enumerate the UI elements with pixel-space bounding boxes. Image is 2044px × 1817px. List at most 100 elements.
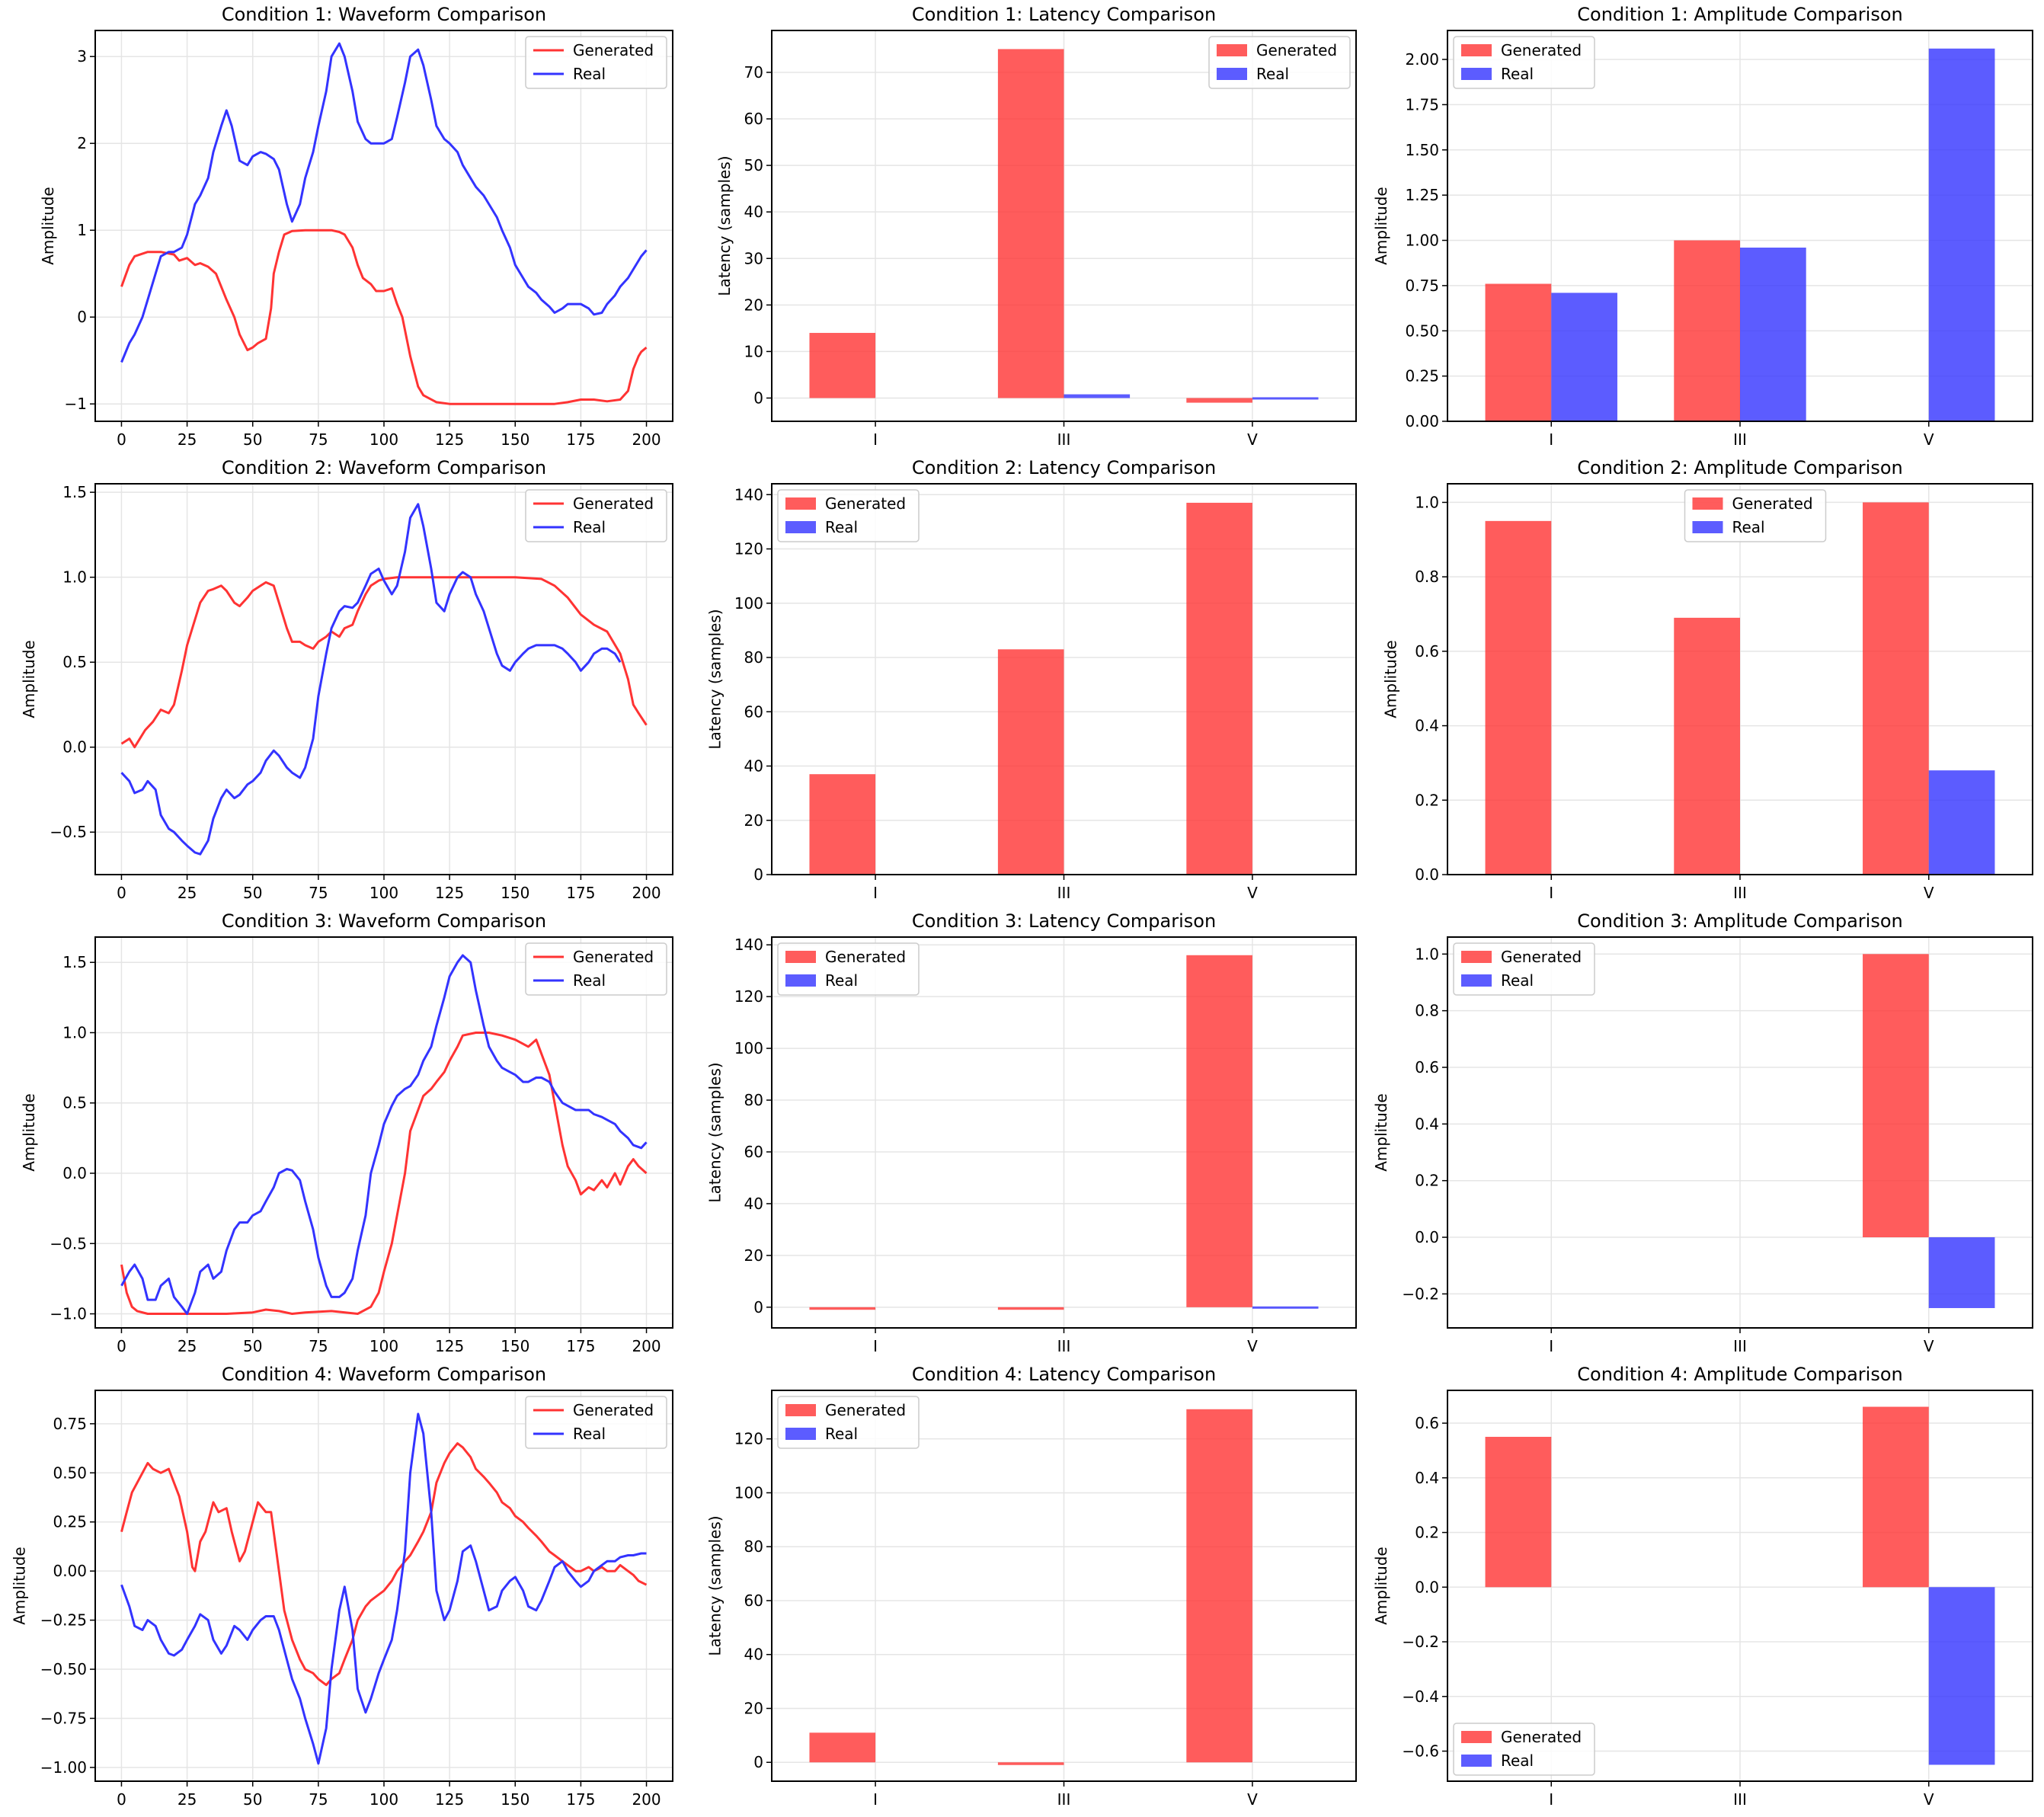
y-tick-label: 20 <box>744 1246 763 1265</box>
y-tick-label: −0.25 <box>40 1611 87 1630</box>
y-tick-label: 1.25 <box>1405 186 1439 204</box>
y-tick-label: −0.5 <box>50 823 87 841</box>
y-tick-label: 30 <box>744 249 763 267</box>
y-tick-label: 0.75 <box>1405 277 1439 295</box>
x-tick-label: 150 <box>501 1337 529 1355</box>
y-tick-label: 0 <box>753 389 763 407</box>
y-tick-label: 1.75 <box>1405 95 1439 114</box>
plot-area <box>1863 954 1995 1308</box>
y-tick-label: 0.0 <box>62 1164 87 1182</box>
y-tick-label: −1.00 <box>40 1758 87 1777</box>
legend-label-generated: Generated <box>825 948 906 966</box>
y-tick-label: 140 <box>734 485 763 504</box>
x-tick-label: 50 <box>243 1337 262 1355</box>
legend: Generated Real <box>525 36 667 89</box>
legend: Generated Real <box>1208 36 1351 89</box>
grid <box>772 937 1356 1328</box>
x-tick-label: 200 <box>632 1337 661 1355</box>
y-tick-label: −1 <box>65 395 87 413</box>
legend-label-real: Real <box>1732 518 1765 536</box>
y-tick-label: 100 <box>734 594 763 613</box>
x-tick-label: III <box>1057 430 1071 449</box>
legend: Generated Real <box>1453 36 1595 89</box>
y-tick-label: 0.5 <box>62 653 87 671</box>
legend-label-generated: Generated <box>573 41 654 59</box>
x-tick-label: V <box>1924 1790 1934 1809</box>
y-axis-label: Amplitude <box>11 1547 29 1625</box>
x-tick-label: 100 <box>369 430 398 449</box>
y-tick-label: 120 <box>734 1430 763 1448</box>
y-tick-label: 0.4 <box>1415 1469 1439 1487</box>
bar-real-V <box>1928 1237 1995 1308</box>
chart-panel-4: −0.5 0.0 0.5 1.0 1.5 0 25 50 75 100 125 150 175 200 Co… <box>20 457 673 902</box>
legend: Generated Real <box>525 489 667 542</box>
plot-area <box>1485 48 1995 421</box>
y-tick-label: 0.00 <box>53 1562 87 1580</box>
bar-generated-III <box>997 649 1064 875</box>
x-tick-label: 0 <box>117 1337 126 1355</box>
plot-area <box>1485 1406 1995 1765</box>
bar-generated-V <box>1863 502 1929 875</box>
y-axis-label: Latency (samples) <box>706 1062 725 1202</box>
series-line-generated <box>120 1442 648 1687</box>
legend-swatch-real <box>1217 68 1247 80</box>
plot-area <box>1485 502 1995 875</box>
y-tick-label: 0.4 <box>1415 717 1439 735</box>
y-tick-label: 20 <box>744 1699 763 1717</box>
y-tick-label: 40 <box>744 757 763 776</box>
x-tick-label: III <box>1057 884 1071 902</box>
legend: Generated Real <box>777 942 920 996</box>
chart-title: Condition 1: Waveform Comparison <box>222 4 546 25</box>
bar-generated-V <box>1186 502 1252 875</box>
y-tick-label: 120 <box>734 987 763 1006</box>
y-tick-label: 0 <box>753 1298 763 1316</box>
y-tick-label: 0.4 <box>1415 1115 1439 1133</box>
y-tick-label: 1.00 <box>1405 232 1439 250</box>
x-tick-label: 50 <box>243 884 262 902</box>
bar-real-V <box>1252 397 1319 400</box>
bar-real-V <box>1252 1306 1319 1309</box>
y-tick-label: −0.2 <box>1402 1284 1439 1303</box>
x-tick-label: 25 <box>178 1337 197 1355</box>
legend-swatch-generated <box>1461 44 1492 56</box>
legend-label-generated: Generated <box>1501 1728 1582 1746</box>
x-tick-label: 100 <box>369 884 398 902</box>
y-tick-label: 0 <box>753 865 763 884</box>
y-tick-label: 40 <box>744 203 763 221</box>
legend-label-generated: Generated <box>1501 41 1582 59</box>
y-tick-label: 80 <box>744 1091 763 1109</box>
legend-swatch-real <box>785 1428 816 1440</box>
plot-area <box>809 49 1319 403</box>
series-line-generated <box>120 229 648 405</box>
y-tick-label: 0.50 <box>53 1464 87 1482</box>
x-tick-label: 75 <box>309 1337 328 1355</box>
y-tick-label: −0.75 <box>40 1710 87 1728</box>
series-line-real <box>120 954 648 1315</box>
bar-generated-III <box>997 49 1064 398</box>
legend-label-real: Real <box>1501 65 1534 83</box>
y-tick-label: 0 <box>753 1753 763 1771</box>
y-tick-label: 1.0 <box>1415 945 1439 963</box>
bar-generated-V <box>1863 954 1929 1238</box>
x-tick-label: III <box>1733 1337 1747 1355</box>
chart-title: Condition 4: Waveform Comparison <box>222 1364 546 1385</box>
x-tick-label: III <box>1733 1790 1747 1809</box>
x-tick-label: I <box>873 1790 878 1809</box>
legend-swatch-generated <box>785 497 816 510</box>
plot-area <box>120 1412 648 1765</box>
y-tick-label: 0.0 <box>1415 865 1439 884</box>
legend-swatch-real <box>785 974 816 987</box>
series-line-generated <box>120 1032 648 1315</box>
legend-label-real: Real <box>573 65 606 83</box>
y-tick-label: 0.6 <box>1415 1414 1439 1432</box>
y-tick-label: 120 <box>734 540 763 558</box>
y-tick-label: 0.0 <box>62 738 87 757</box>
chart-title: Condition 3: Waveform Comparison <box>222 910 546 932</box>
y-tick-label: −0.50 <box>40 1660 87 1678</box>
y-tick-label: 1.50 <box>1405 141 1439 159</box>
x-tick-label: 175 <box>566 1790 595 1809</box>
chart-title: Condition 2: Amplitude Comparison <box>1577 457 1902 478</box>
